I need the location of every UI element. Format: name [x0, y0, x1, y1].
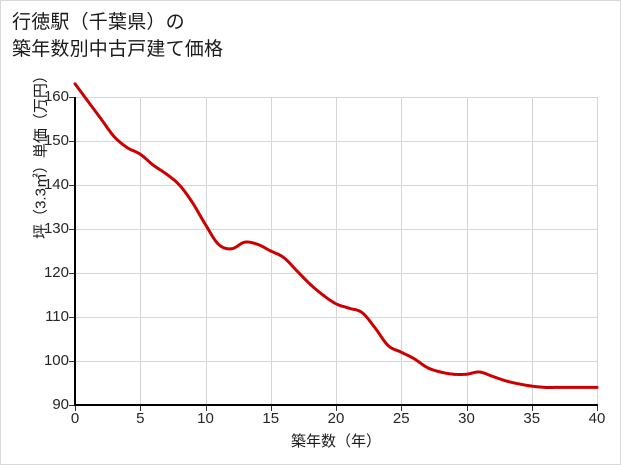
x-tick-label: 10	[197, 410, 214, 427]
x-tick-label: 20	[327, 410, 345, 427]
gridline-vertical	[597, 97, 598, 405]
y-tick-label: 150	[43, 132, 69, 149]
y-tick-mark	[69, 273, 74, 274]
y-tick-label: 110	[45, 308, 69, 325]
y-axis-title: 坪（3.3㎡）単価（万円）	[32, 68, 50, 239]
x-tick-mark	[140, 406, 142, 411]
x-axis-title: 築年数（年）	[290, 433, 381, 450]
y-tick-mark	[69, 185, 74, 186]
chart-title: 行徳駅（千葉県）の 築年数別中古戸建て価格	[12, 12, 224, 60]
y-tick-mark	[69, 229, 74, 230]
x-tick-mark	[466, 406, 468, 411]
x-tick-mark	[401, 406, 403, 411]
gridline-vertical	[205, 97, 207, 405]
x-tick-label: 15	[262, 410, 280, 427]
x-tick-label: 0	[70, 410, 80, 427]
x-tick-mark	[531, 406, 533, 411]
x-tick-mark	[336, 406, 337, 411]
x-tick-mark	[75, 406, 76, 411]
x-tick-label: 35	[523, 410, 541, 427]
x-tick-label: 25	[392, 410, 410, 427]
x-axis-line	[74, 404, 598, 406]
y-tick-mark	[69, 97, 74, 98]
gridline-vertical	[336, 97, 337, 405]
price-line-series	[73, 82, 599, 389]
x-tick-label: 30	[458, 410, 475, 427]
x-tick-mark	[270, 406, 272, 411]
gridline-vertical	[140, 97, 142, 405]
y-axis-tick-labels: 90 100 110 120 130 140 150 160	[1, 1, 74, 464]
x-tick-label: 40	[588, 410, 606, 427]
gridline-vertical	[466, 97, 468, 405]
y-tick-label: 100	[43, 352, 69, 369]
plot-area	[73, 82, 599, 405]
y-tick-label: 120	[43, 264, 69, 281]
gridline-vertical	[531, 97, 533, 405]
y-tick-mark	[69, 361, 74, 362]
x-tick-label: 5	[136, 410, 145, 427]
gridline-vertical	[401, 97, 403, 405]
y-axis-line	[74, 97, 76, 406]
x-tick-mark	[205, 406, 207, 411]
y-tick-label: 130	[43, 220, 69, 237]
y-tick-label: 90	[52, 396, 69, 413]
y-tick-mark	[69, 405, 74, 406]
x-tick-mark	[597, 406, 598, 411]
price-line-path	[73, 82, 599, 389]
y-tick-mark	[69, 141, 74, 142]
y-tick-label: 140	[43, 176, 69, 193]
y-tick-label: 160	[43, 88, 69, 105]
y-tick-mark	[69, 317, 74, 318]
